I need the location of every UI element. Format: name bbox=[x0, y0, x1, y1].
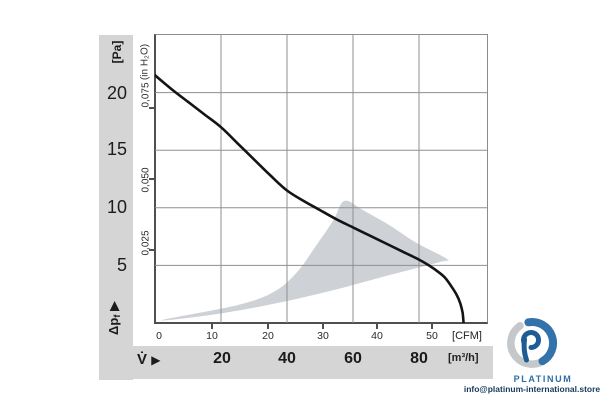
pa-tick-label-15: 15 bbox=[106, 139, 127, 159]
inh2o-axis-unit: (in H₂O) bbox=[139, 43, 151, 81]
inh2o-tick-mark bbox=[149, 249, 155, 251]
inh2o-tick-label-0075: 0,075 bbox=[140, 82, 152, 108]
logo-p-stem bbox=[521, 336, 529, 363]
m3h-tick-label-20: 20 bbox=[213, 350, 231, 367]
plot-border bbox=[154, 34, 488, 324]
pa-tick-label-5: 5 bbox=[116, 255, 127, 275]
cfm-tick-mark bbox=[211, 324, 213, 329]
cfm-tick-mark bbox=[267, 324, 269, 329]
pressure-symbol: Δp bbox=[105, 317, 121, 335]
up-arrow-icon: ▶ bbox=[105, 301, 121, 312]
pa-tick-label-20: 20 bbox=[106, 83, 127, 103]
inh2o-tick-label-0050: 0,050 bbox=[140, 167, 152, 193]
fan-curve-layer bbox=[155, 74, 465, 323]
fan-curve bbox=[155, 74, 465, 323]
grid-layer bbox=[155, 35, 487, 323]
m3h-tick-label-60: 60 bbox=[344, 350, 362, 367]
x-axis-bar bbox=[133, 346, 493, 379]
flow-axis-symbol: V̇ ▶ bbox=[137, 351, 160, 368]
flow-symbol: V̇ bbox=[137, 351, 148, 368]
pa-tick-label-10: 10 bbox=[106, 197, 127, 217]
m3h-axis-unit: [m³/h] bbox=[448, 352, 479, 364]
cfm-tick-mark bbox=[376, 324, 378, 329]
cfm-tick-mark bbox=[431, 324, 433, 329]
pa-axis-unit: [Pa] bbox=[110, 40, 124, 64]
cfm-tick-label-40: 40 bbox=[371, 330, 383, 342]
cfm-axis-unit: [CFM] bbox=[452, 330, 482, 342]
cfm-tick-label-10: 10 bbox=[206, 330, 218, 342]
m3h-tick-label-80: 80 bbox=[410, 350, 428, 367]
logo-gray-swirl bbox=[507, 322, 550, 368]
inh2o-tick-mark bbox=[149, 178, 155, 180]
cfm-tick-label-30: 30 bbox=[317, 330, 329, 342]
plot-area bbox=[155, 35, 487, 323]
cfm-tick-label-50: 50 bbox=[426, 330, 438, 342]
cfm-tick-mark bbox=[322, 324, 324, 329]
pressure-axis-symbol: Δpf ▶ bbox=[106, 301, 122, 335]
brand-name: PLATINUM bbox=[513, 374, 573, 384]
pressure-symbol-subscript: f bbox=[112, 314, 123, 318]
inh2o-tick-label-0025: 0,025 bbox=[140, 230, 152, 256]
operating-region-layer bbox=[161, 200, 450, 321]
logo-blue-swirl bbox=[524, 317, 558, 366]
contact-email: info@platinum-international.store bbox=[463, 384, 600, 394]
cfm-tick-label-0: 0 bbox=[156, 330, 162, 342]
cfm-tick-label-20: 20 bbox=[262, 330, 274, 342]
platinum-logo bbox=[507, 317, 558, 368]
operating-region bbox=[161, 200, 450, 321]
y-axis-bar bbox=[99, 35, 133, 380]
inh2o-tick-mark bbox=[149, 107, 155, 109]
m3h-tick-label-40: 40 bbox=[278, 350, 296, 367]
right-arrow-icon: ▶ bbox=[151, 353, 161, 367]
